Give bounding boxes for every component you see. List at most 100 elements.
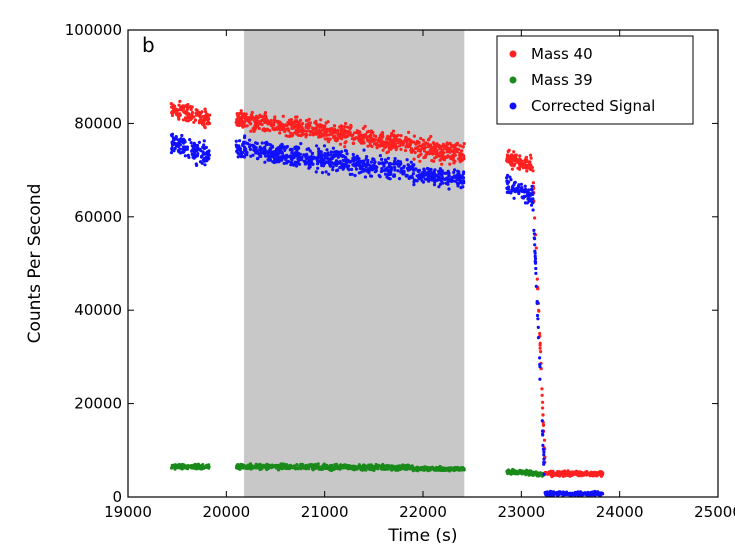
data-point <box>309 155 314 159</box>
data-point <box>203 107 207 111</box>
data-point <box>588 471 593 475</box>
data-point <box>458 180 462 184</box>
data-point <box>383 466 387 470</box>
data-point <box>344 121 348 126</box>
data-point <box>505 190 509 194</box>
data-point <box>354 167 359 171</box>
data-point <box>432 159 436 163</box>
data-point <box>538 346 542 350</box>
data-point <box>205 150 209 154</box>
data-point <box>415 174 419 178</box>
data-point <box>203 163 207 167</box>
data-point <box>582 473 586 477</box>
data-point <box>596 473 600 477</box>
data-point <box>425 166 430 171</box>
data-point <box>330 126 334 131</box>
data-point <box>428 148 432 153</box>
data-point <box>444 177 448 181</box>
data-point <box>183 154 187 158</box>
data-point <box>435 149 439 153</box>
data-point <box>531 191 535 195</box>
data-point <box>529 163 533 167</box>
data-point <box>422 156 426 160</box>
data-point <box>338 125 342 129</box>
data-point <box>531 201 535 205</box>
data-point <box>320 124 324 128</box>
data-point <box>294 115 298 119</box>
data-point <box>259 149 263 153</box>
data-point <box>452 170 456 174</box>
data-point <box>192 120 196 124</box>
data-point <box>599 472 603 477</box>
y-tick-label: 20000 <box>74 395 122 413</box>
data-point <box>310 151 314 156</box>
data-point <box>447 467 451 471</box>
data-point <box>391 129 395 133</box>
data-point <box>420 144 424 148</box>
data-point <box>248 464 252 468</box>
data-point <box>346 164 350 168</box>
data-point <box>260 141 264 145</box>
data-point <box>533 216 537 220</box>
data-point <box>273 158 277 162</box>
data-point <box>426 178 430 182</box>
data-point <box>324 170 328 174</box>
data-point <box>419 152 423 156</box>
data-point <box>403 464 408 468</box>
data-point <box>302 153 306 157</box>
data-point <box>505 469 510 473</box>
data-point <box>443 146 447 150</box>
data-point <box>570 470 575 474</box>
data-point <box>412 140 416 144</box>
data-point <box>198 466 202 470</box>
data-point <box>243 141 247 145</box>
data-point <box>248 138 252 142</box>
data-point <box>192 141 196 145</box>
data-point <box>247 120 251 124</box>
data-point <box>423 146 427 150</box>
data-point <box>573 493 577 498</box>
data-point <box>433 156 437 160</box>
data-point <box>181 463 185 468</box>
data-point <box>337 150 341 154</box>
data-point <box>290 126 294 130</box>
data-point <box>293 119 297 123</box>
data-point <box>542 453 546 457</box>
x-tick-label: 19000 <box>104 503 152 521</box>
data-point <box>537 474 541 478</box>
data-point <box>397 138 401 142</box>
data-point <box>379 169 383 174</box>
data-point <box>439 144 443 149</box>
data-point <box>349 123 353 127</box>
data-point <box>371 157 375 161</box>
data-point <box>331 168 335 172</box>
data-point <box>372 138 376 142</box>
data-point <box>180 150 184 154</box>
data-point <box>286 120 290 124</box>
data-point <box>313 121 317 125</box>
data-point <box>541 432 545 436</box>
data-point <box>380 167 384 171</box>
data-point <box>441 148 445 152</box>
data-point <box>527 195 531 199</box>
data-point <box>329 466 333 471</box>
data-point <box>429 167 433 171</box>
data-point <box>294 124 298 129</box>
data-point <box>357 171 361 175</box>
data-point <box>249 129 253 133</box>
data-point <box>367 167 371 171</box>
data-point <box>360 133 364 137</box>
shaded-region-layer <box>244 30 465 497</box>
data-point <box>301 130 305 134</box>
data-point <box>313 462 317 467</box>
data-point <box>412 183 416 187</box>
data-point <box>319 135 323 139</box>
data-point <box>461 185 465 189</box>
data-point <box>268 129 272 133</box>
data-point <box>205 159 209 163</box>
data-point <box>177 108 181 112</box>
data-point <box>556 473 560 477</box>
data-point <box>405 158 409 162</box>
data-point <box>394 143 398 147</box>
data-point <box>190 110 195 115</box>
